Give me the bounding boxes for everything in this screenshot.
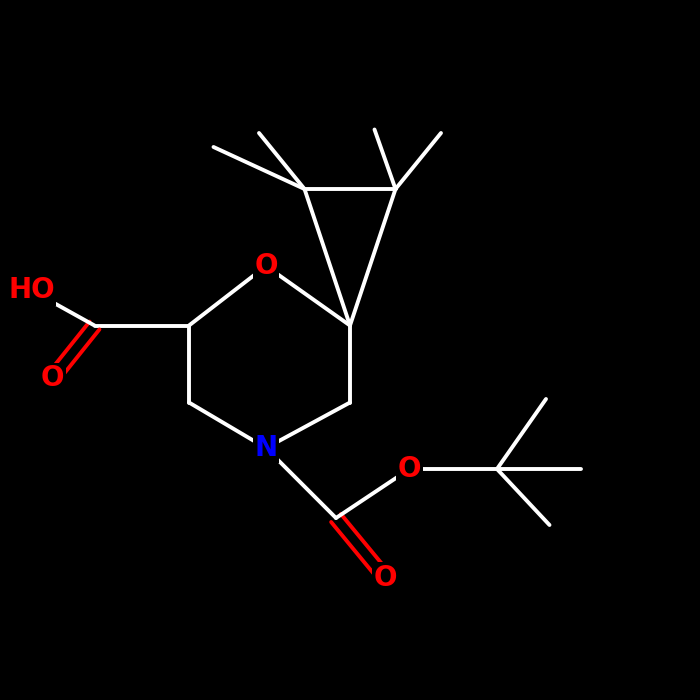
Text: O: O xyxy=(41,364,64,392)
Text: O: O xyxy=(254,252,278,280)
Text: HO: HO xyxy=(8,276,55,304)
Text: O: O xyxy=(398,455,421,483)
Text: O: O xyxy=(373,564,397,592)
Text: N: N xyxy=(254,434,278,462)
